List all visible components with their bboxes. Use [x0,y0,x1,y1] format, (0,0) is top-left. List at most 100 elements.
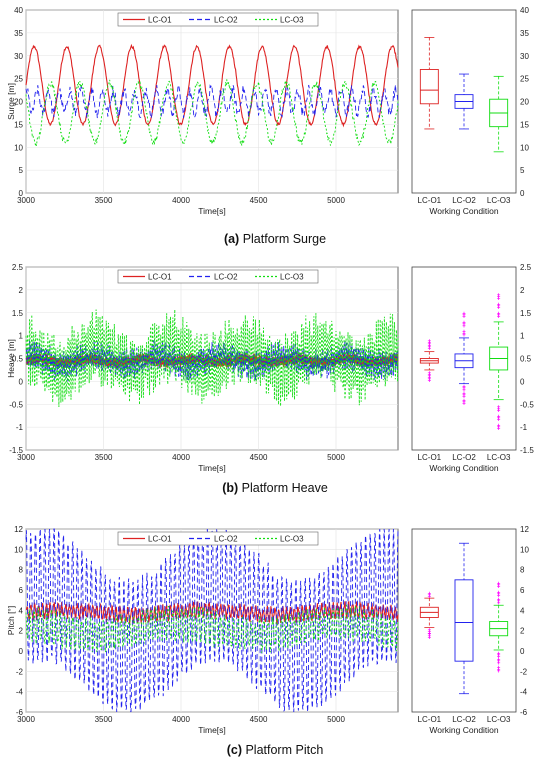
box-outlier: + [462,385,466,391]
legend-label: LC-O1 [148,16,172,25]
box-y-tick-label: -1.5 [520,446,534,455]
box-y-tick-label: 15 [520,120,529,129]
box-category-label: LC-O3 [487,453,511,462]
boxplot-area [411,528,517,713]
legend-label: LC-O1 [148,273,172,282]
y-tick-label: 6 [19,586,24,595]
box-outlier: + [462,393,466,399]
box-iqr [454,579,474,662]
y-tick-label: 30 [14,52,23,61]
y-tick-label: 10 [14,143,23,152]
figure-caption: (c) Platform Pitch [227,743,324,757]
x-tick-label: 4000 [172,715,190,724]
y-tick-label: 0 [19,377,24,386]
box-category-label: LC-O1 [418,715,442,724]
x-tick-label: 5000 [327,715,345,724]
box-category-label: LC-O1 [418,453,442,462]
x-axis-label: Time[s] [198,463,226,473]
y-tick-label: 2 [19,627,24,636]
box-outlier: + [428,339,432,345]
legend-box [117,269,319,284]
caption-letter: (c) [227,743,242,757]
caption-text: Platform Surge [239,232,326,246]
series-line-lc-o3 [25,603,399,653]
box-x-axis-label: Working Condition [429,463,499,473]
series-line-lc-o1 [25,43,399,128]
box-outlier: + [462,311,466,317]
box-y-tick-label: -6 [520,708,528,717]
y-tick-label: -2 [16,667,24,676]
y-tick-label: 1 [19,332,24,341]
x-tick-label: 3500 [95,196,113,205]
box-iqr [419,69,439,105]
box-outlier: + [428,634,432,640]
box-y-tick-label: -1 [520,423,528,432]
box-outlier: + [497,424,501,430]
caption-letter: (a) [224,232,239,246]
y-tick-label: 8 [19,566,24,575]
box-y-tick-label: 4 [520,606,525,615]
box-outlier: + [462,333,466,339]
y-tick-label: 4 [19,606,24,615]
x-tick-label: 5000 [327,453,345,462]
box-outlier: + [428,340,432,346]
box-outlier: + [428,379,432,385]
box-y-tick-label: 6 [520,586,525,595]
box-outlier: + [497,585,501,591]
box-outlier: + [462,386,466,392]
box-outlier: + [462,331,466,337]
y-tick-label: 15 [14,120,23,129]
box-outlier: + [497,592,501,598]
y-tick-label: 20 [14,98,23,107]
box-outlier: + [428,374,432,380]
box-y-tick-label: 5 [520,166,525,175]
chart-panel-2: -1.5 -1 -0.5 0 0.5 1 1.5 2 2.5 3000 3500 4000 4500 50… [6,263,534,495]
y-tick-label: -4 [16,688,24,697]
caption-text: Platform Pitch [242,743,323,757]
y-tick-label: -1.5 [9,446,23,455]
box-outlier: + [497,427,501,433]
chart-panel-1: 0 5 10 15 20 25 30 35 40 3000 3500 4000 4500 5000 LC-O… [6,6,529,246]
x-tick-label: 3000 [17,453,35,462]
box-y-tick-label: 8 [520,566,525,575]
y-tick-label: 1.5 [12,309,24,318]
box-outlier: + [497,599,501,605]
box-outlier: + [462,398,466,404]
box-outlier: + [428,591,432,597]
box-y-tick-label: 1.5 [520,309,532,318]
x-tick-label: 4500 [250,453,268,462]
box-outlier: + [497,658,501,664]
legend-label: LC-O2 [214,535,238,544]
box-category-label: LC-O3 [487,715,511,724]
box-outlier: + [497,594,501,600]
box-outlier: + [462,388,466,394]
series-line-lc-o2 [25,83,399,120]
legend-label: LC-O3 [280,16,304,25]
box-y-tick-label: 35 [520,29,529,38]
box-outlier: + [462,395,466,401]
y-tick-label: 2 [19,286,24,295]
box-y-tick-label: 30 [520,52,529,61]
box-outlier: + [497,311,501,317]
box-category-label: LC-O2 [452,715,476,724]
box-outlier: + [497,669,501,675]
y-tick-label: -6 [16,708,24,717]
box-outlier: + [497,590,501,596]
legend-label: LC-O3 [280,535,304,544]
box-outlier: + [497,296,501,302]
caption-text: Platform Heave [238,481,328,495]
x-tick-label: 3500 [95,453,113,462]
box-outlier: + [497,302,501,308]
box-outlier: + [428,628,432,634]
series-line-lc-o3 [25,309,399,408]
box-outlier: + [497,295,501,301]
box-outlier: + [428,347,432,353]
box-y-tick-label: 20 [520,98,529,107]
chart-panel-3: -6 -4 -2 0 2 4 6 8 10 12 3000 3500 4000 4500 5000 LC-O1… [6,525,529,757]
box-outlier: + [428,630,432,636]
box-outlier: + [462,322,466,328]
box-category-label: LC-O3 [487,196,511,205]
box-outlier: + [497,598,501,604]
x-tick-label: 4000 [172,196,190,205]
